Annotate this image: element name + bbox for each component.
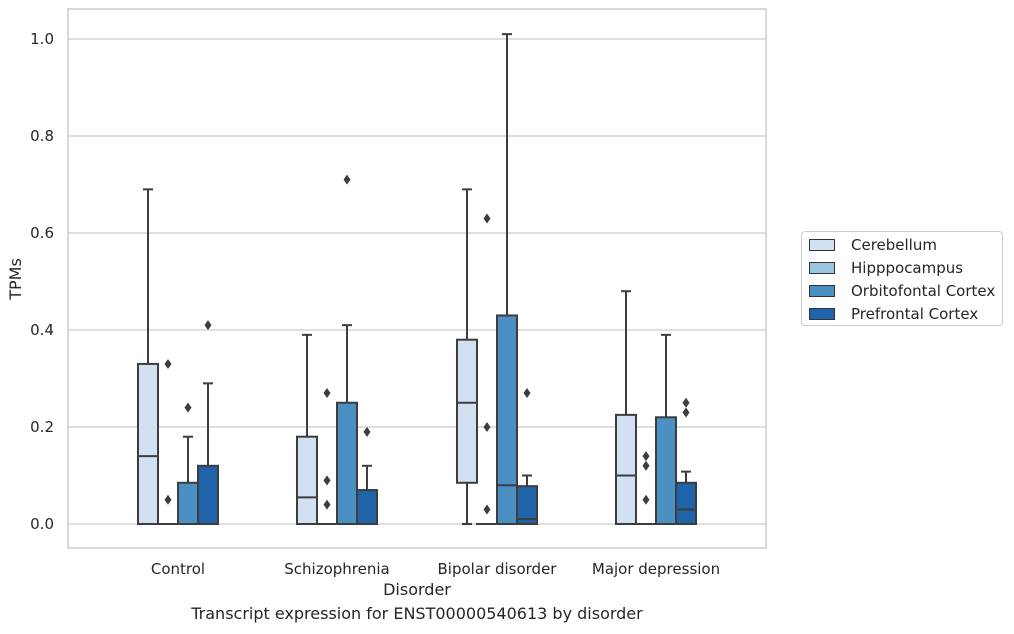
- legend-item: Prefrontal Cortex: [809, 304, 978, 324]
- box-2-3: [516, 388, 538, 526]
- y-tick-label: 0.6: [30, 224, 54, 242]
- outlier-point: [184, 402, 192, 413]
- outlier-point: [682, 407, 690, 418]
- legend: Cerebellum Hipppocampus Orbitofontal Corte…: [801, 231, 1003, 326]
- outlier-point: [164, 358, 172, 369]
- x-tick-label: Control: [151, 560, 205, 578]
- legend-swatch: [809, 262, 835, 274]
- y-tick-label: 0.0: [30, 515, 54, 533]
- y-axis-title: TPMs: [6, 258, 25, 301]
- box-rect: [496, 314, 518, 526]
- outlier-point: [323, 388, 331, 399]
- legend-label: Prefrontal Cortex: [851, 305, 979, 323]
- legend-item: Hipppocampus: [809, 258, 963, 278]
- x-tick-label: Major depression: [592, 560, 720, 578]
- outlier-point: [363, 426, 371, 437]
- box-1-2: [336, 174, 358, 525]
- box-rect: [177, 481, 199, 525]
- figure-caption: Transcript expression for ENST0000054061…: [191, 604, 643, 623]
- box-2-2: [496, 33, 518, 526]
- outlier-point: [483, 422, 491, 432]
- outlier-point: [323, 475, 331, 486]
- box-1-0: [296, 333, 318, 526]
- legend-swatch: [809, 308, 835, 320]
- box-2-0: [456, 188, 478, 525]
- outlier-point: [642, 460, 650, 471]
- legend-swatch: [809, 239, 835, 251]
- y-tick-label: 0.4: [30, 321, 54, 339]
- box-rect: [137, 362, 159, 526]
- x-tick-label: Bipolar disorder: [438, 560, 558, 578]
- box-0-2: [177, 402, 199, 525]
- box-3-0: [615, 290, 637, 525]
- box-0-1: [157, 358, 179, 526]
- outlier-point: [682, 397, 690, 408]
- outlier-point: [523, 388, 531, 399]
- outlier-point: [204, 320, 212, 331]
- axis-ticks: 0.0 0.2 0.4 0.6 0.8 1.0 Control Schizophrenia Bi…: [30, 30, 720, 578]
- legend-label: Hipppocampus: [851, 259, 964, 277]
- box-3-3: [675, 397, 697, 525]
- box-3-1: [635, 451, 657, 526]
- outlier-point: [323, 499, 331, 510]
- x-axis-title: Disorder: [383, 580, 451, 599]
- legend-swatch: [809, 285, 835, 297]
- legend-label: Orbitofontal Cortex: [851, 282, 996, 300]
- box-rect: [655, 416, 677, 525]
- box-3-2: [655, 333, 677, 525]
- box-1-1: [316, 388, 338, 526]
- legend-label: Cerebellum: [851, 236, 937, 254]
- outlier-point: [164, 494, 172, 505]
- outlier-point: [642, 494, 650, 505]
- boxes: [137, 33, 697, 526]
- box-1-3: [356, 426, 378, 525]
- y-tick-label: 0.8: [30, 127, 54, 145]
- box-2-1: [476, 213, 498, 526]
- box-rect: [356, 489, 378, 525]
- x-tick-label: Schizophrenia: [284, 560, 389, 578]
- box-0-0: [137, 188, 159, 526]
- legend-item: Cerebellum: [809, 235, 937, 255]
- outlier-point: [483, 504, 491, 515]
- plot-frame: [67, 8, 767, 549]
- box-rect: [197, 464, 219, 525]
- box-rect: [456, 338, 478, 484]
- legend-item: Orbitofontal Cortex: [809, 281, 995, 301]
- box-rect: [675, 481, 697, 525]
- outlier-point: [642, 451, 650, 462]
- y-tick-label: 0.2: [30, 418, 54, 436]
- outlier-point: [343, 174, 351, 185]
- box-rect: [516, 485, 538, 526]
- outlier-point: [483, 213, 491, 224]
- box-rect: [615, 413, 637, 525]
- y-tick-label: 1.0: [30, 30, 54, 48]
- box-rect: [336, 401, 358, 525]
- box-rect: [296, 435, 318, 526]
- box-0-3: [197, 320, 219, 525]
